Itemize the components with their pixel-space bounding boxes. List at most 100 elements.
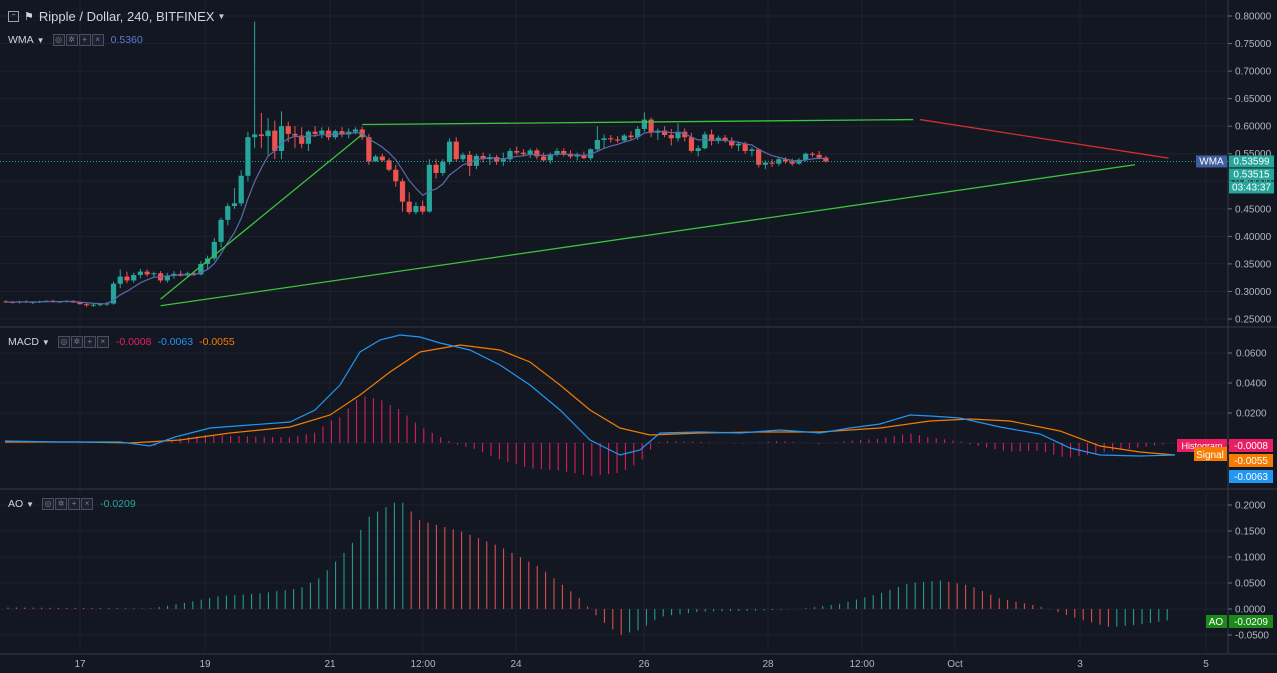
price-tick-label: 0.80000 xyxy=(1235,12,1272,23)
candle-body xyxy=(722,137,728,141)
chevron-down-icon[interactable]: ▼ xyxy=(26,499,35,509)
candle-body xyxy=(675,131,681,139)
candle-body xyxy=(278,126,285,151)
candle-body xyxy=(393,169,399,182)
last-price-label-bg xyxy=(1229,155,1274,168)
candle-body xyxy=(312,131,318,134)
macd-line xyxy=(4,334,1176,457)
trendline-support xyxy=(160,164,1136,307)
ao-tick-label: 0.1500 xyxy=(1235,527,1266,538)
candle-body xyxy=(319,130,325,134)
time-tick-label: 3 xyxy=(1077,659,1083,670)
candle-body xyxy=(184,273,191,275)
time-tick-label: Oct xyxy=(947,659,963,670)
eye-icon[interactable]: ◎ xyxy=(52,34,65,46)
macd-tick-label: 0.0600 xyxy=(1236,349,1267,360)
gear-icon[interactable]: ✲ xyxy=(70,336,83,348)
close-icon[interactable]: × xyxy=(96,336,109,348)
macd-value-label: -0.0063 xyxy=(1234,472,1268,483)
candle-body xyxy=(84,304,90,306)
candle-body xyxy=(164,275,170,281)
trendline-resistance xyxy=(919,118,1169,159)
candle-body xyxy=(238,175,244,204)
candle-body xyxy=(581,154,587,159)
last-price-label: 0.53599 xyxy=(1233,156,1270,167)
wma-legend: WMA ▼ ◎ ✲ + × 0.5360 xyxy=(8,34,143,46)
candle-body xyxy=(493,157,500,162)
close-icon[interactable]: × xyxy=(91,34,104,46)
candle-body xyxy=(413,206,419,213)
candle-body xyxy=(729,140,735,146)
candle-body xyxy=(124,276,130,281)
indicator-controls: ◎ ✲ + × xyxy=(52,34,105,46)
candle-body xyxy=(198,263,204,275)
candle-body xyxy=(507,150,513,160)
candle-body xyxy=(715,137,721,142)
chevron-down-icon[interactable]: ▼ xyxy=(36,35,45,45)
plus-icon[interactable]: + xyxy=(78,34,91,46)
candle-body xyxy=(211,241,217,259)
candle-body xyxy=(386,160,392,170)
macd-label[interactable]: MACD xyxy=(8,336,39,348)
candle-body xyxy=(561,150,567,154)
candle-body xyxy=(648,119,654,133)
candle-body xyxy=(117,276,123,284)
eye-icon[interactable]: ◎ xyxy=(42,498,55,510)
candle-body xyxy=(621,135,627,141)
candle-body xyxy=(373,156,379,162)
candle-body xyxy=(614,139,621,141)
candle-body xyxy=(473,155,479,166)
price-tick-label: 0.30000 xyxy=(1235,287,1272,298)
price-tick-label: 0.40000 xyxy=(1235,232,1272,243)
ao-tag-bg xyxy=(1206,615,1227,628)
ao-tag: AO xyxy=(1209,617,1224,628)
candle-body xyxy=(137,271,143,275)
candle-body xyxy=(352,129,359,132)
candle-body xyxy=(272,130,278,151)
wma-value: 0.5360 xyxy=(110,34,143,46)
candle-body xyxy=(776,159,782,164)
macd-hist-value: -0.0008 xyxy=(115,336,152,348)
candle-body xyxy=(803,153,809,160)
wma-price-label-bg xyxy=(1229,168,1274,181)
candle-body xyxy=(735,143,742,146)
wma-line xyxy=(5,130,826,305)
candle-body xyxy=(823,157,829,162)
price-tick-label: 0.75000 xyxy=(1235,39,1272,50)
candle-body xyxy=(406,201,412,213)
symbol-title[interactable]: Ripple / Dollar, 240, BITFINEX xyxy=(38,9,215,24)
plus-icon[interactable]: + xyxy=(68,498,81,510)
gear-icon[interactable]: ✲ xyxy=(65,34,78,46)
chevron-down-icon[interactable]: ▼ xyxy=(217,12,226,21)
wma-axis-tag: WMA xyxy=(1199,156,1224,167)
price-tick-label: 0.65000 xyxy=(1235,94,1272,105)
time-tick-label: 21 xyxy=(324,659,336,670)
eye-icon[interactable]: ◎ xyxy=(57,336,70,348)
candle-body xyxy=(178,273,184,275)
candle-body xyxy=(171,273,177,276)
candle-body xyxy=(702,134,708,149)
close-icon[interactable]: × xyxy=(81,498,94,510)
candle-body xyxy=(245,137,251,176)
candle-body xyxy=(110,283,117,304)
ao-histogram xyxy=(7,502,1168,635)
candle-body xyxy=(453,141,459,160)
candle-body xyxy=(682,131,688,138)
plus-icon[interactable]: + xyxy=(83,336,96,348)
candle-body xyxy=(131,274,137,281)
gear-icon[interactable]: ✲ xyxy=(55,498,68,510)
chevron-down-icon[interactable]: ▼ xyxy=(41,337,50,347)
wma-label[interactable]: WMA xyxy=(8,34,34,46)
candle-body xyxy=(749,149,755,151)
countdown-label: 03:43:37 xyxy=(1232,182,1271,193)
candle-body xyxy=(668,134,674,139)
minus-box-icon[interactable]: − xyxy=(8,11,19,22)
candle-body xyxy=(426,164,432,212)
macd-signal-value: -0.0055 xyxy=(199,336,235,348)
time-tick-label: 26 xyxy=(638,659,650,670)
time-tick-label: 28 xyxy=(762,659,774,670)
trendline-left xyxy=(160,133,363,300)
ao-label[interactable]: AO xyxy=(8,498,24,510)
flag-icon[interactable]: ⚑ xyxy=(24,11,34,23)
